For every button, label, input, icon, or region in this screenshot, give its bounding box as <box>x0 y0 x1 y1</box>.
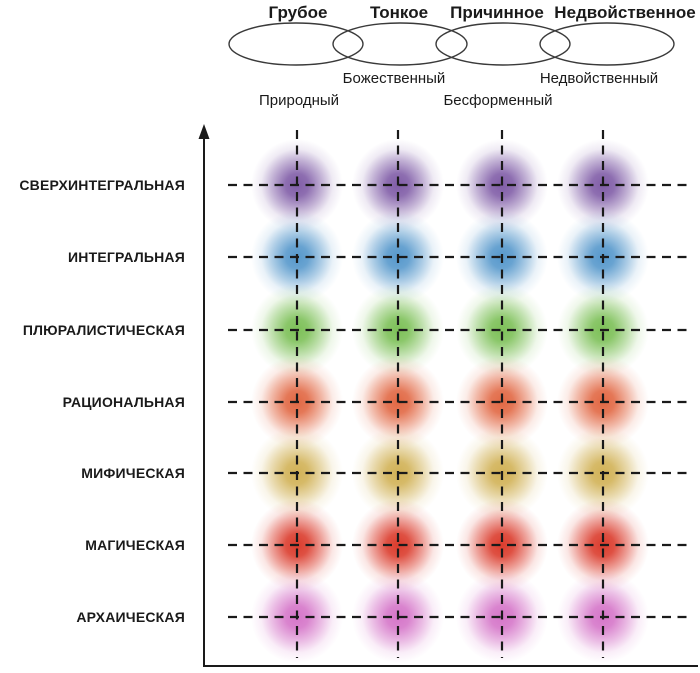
state-sublabel: Недвойственный <box>539 70 659 87</box>
state-label: Недвойственное <box>554 3 696 22</box>
stage-label: АРХАИЧЕСКАЯ <box>76 609 185 625</box>
state-label: Грубое <box>268 3 328 22</box>
stage-label: ИНТЕГРАЛЬНАЯ <box>68 249 185 265</box>
stage-label: РАЦИОНАЛЬНАЯ <box>62 394 185 410</box>
stage-label: МАГИЧЕСКАЯ <box>85 537 185 553</box>
state-sublabel: Бесформенный <box>443 92 553 109</box>
state-label: Причинное <box>450 3 544 22</box>
state-ellipse <box>435 22 571 66</box>
state-ellipse <box>539 22 675 66</box>
state-sublabel: Природный <box>258 92 340 109</box>
stage-label: МИФИЧЕСКАЯ <box>81 465 185 481</box>
y-axis-arrow-icon <box>198 124 210 139</box>
state-ellipse <box>332 22 468 66</box>
state-sublabel: Божественный <box>342 70 446 87</box>
state-ellipse <box>228 22 364 66</box>
stage-label: СВЕРХИНТЕГРАЛЬНАЯ <box>19 177 185 193</box>
state-label: Тонкое <box>369 3 429 22</box>
stage-label: ПЛЮРАЛИСТИЧЕСКАЯ <box>22 322 185 338</box>
